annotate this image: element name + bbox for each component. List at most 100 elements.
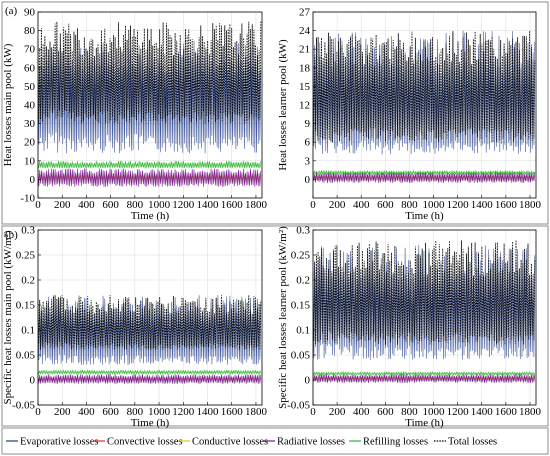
legend-item-radiative: Radiative losses — [263, 437, 345, 448]
y-tick-label: 0.2 — [296, 275, 310, 287]
x-tick-label: 200 — [54, 199, 71, 211]
y-tick-label: 0.2 — [21, 275, 35, 287]
x-tick-label: 200 — [329, 406, 346, 418]
x-axis-label: Time (h) — [405, 210, 444, 222]
y-tick-label: -0.05 — [287, 400, 310, 412]
x-tick-label: 200 — [329, 199, 346, 211]
plot-area — [37, 21, 262, 187]
series-line-radiative — [312, 373, 536, 384]
legend-label: Convective losses — [107, 437, 183, 448]
x-tick-label: 1000 — [148, 406, 171, 418]
series-line-radiative — [37, 168, 262, 187]
plot-frame — [37, 229, 263, 406]
y-axis-label: Heat losses main pool (kW) — [2, 43, 14, 166]
series-line-refilling — [312, 169, 536, 176]
x-tick-label: 1200 — [447, 199, 470, 211]
x-tick-label: 600 — [102, 406, 119, 418]
chart-3: 0 200 400 600 800 1000 1200 1400 1600 1800-0.0500… — [2, 225, 267, 430]
x-tick-label: 800 — [401, 406, 418, 418]
series-line-total — [37, 21, 262, 124]
y-axis-label: Specific heat losses learner pool (kW/m²… — [277, 226, 289, 409]
panel-label-b: (b) — [5, 229, 18, 241]
y-tick-label: 0.3 — [296, 225, 310, 237]
x-tick-label: 0 — [310, 199, 316, 211]
y-tick-label: 0.05 — [16, 350, 36, 362]
legend-label: Refilling losses — [363, 437, 428, 448]
y-tick-label: 21 — [299, 44, 310, 56]
series-line-total — [312, 30, 536, 143]
x-tick-label: 1600 — [495, 199, 518, 211]
y-tick-label: 12 — [299, 100, 310, 112]
y-tick-label: 90 — [24, 7, 36, 19]
y-tick-label: 18 — [299, 62, 311, 74]
y-tick-label: 50 — [24, 81, 36, 93]
y-tick-label: 3 — [305, 155, 311, 167]
x-tick-label: 1400 — [471, 199, 494, 211]
x-tick-label: 1000 — [148, 199, 171, 211]
x-tick-label: 1400 — [197, 406, 220, 418]
y-tick-label: 80 — [24, 25, 36, 37]
legend-label: Conductive losses — [192, 437, 268, 448]
y-tick-label: 60 — [24, 62, 36, 74]
series-line-total — [312, 240, 536, 345]
x-tick-label: 400 — [353, 406, 370, 418]
legend-label: Total losses — [448, 437, 497, 448]
panel-b-border — [1, 225, 549, 427]
legend-item-conductive: Conductive losses — [178, 437, 268, 448]
y-tick-label: 0.1 — [21, 325, 35, 337]
y-tick-label: 10 — [24, 155, 36, 167]
series-line-radiative — [37, 373, 262, 385]
x-tick-label: 1400 — [197, 199, 220, 211]
x-tick-label: 400 — [78, 199, 95, 211]
series-line-total — [37, 295, 262, 351]
x-tick-label: 1000 — [423, 199, 446, 211]
series-line-refilling — [37, 369, 262, 376]
y-axis-label: Specific heat losses main pool (kW/m²) — [2, 230, 14, 404]
y-tick-label: 9 — [305, 118, 311, 130]
x-tick-label: 1800 — [245, 406, 268, 418]
y-tick-label: 6 — [305, 137, 311, 149]
y-tick-label: 0 — [30, 174, 36, 186]
x-tick-label: 1600 — [221, 199, 244, 211]
series-line-refilling — [312, 370, 536, 377]
plot-area — [312, 240, 536, 384]
chart-1: 0 200 400 600 800 1000 1200 1400 1600 1800-100102… — [2, 7, 267, 223]
y-tick-label: 27 — [299, 7, 311, 19]
charts-layer: 0 200 400 600 800 1000 1200 1400 1600 1800-100102… — [2, 7, 541, 430]
y-tick-label: 0.1 — [296, 325, 310, 337]
x-axis-label: Time (h) — [131, 417, 170, 429]
x-tick-label: 400 — [78, 406, 95, 418]
y-tick-label: 0.25 — [291, 250, 311, 262]
panel-a-border — [1, 1, 549, 225]
y-tick-label: 0.15 — [291, 300, 311, 312]
x-tick-label: 1600 — [221, 406, 244, 418]
plot-frame — [312, 229, 537, 406]
y-tick-label: 30 — [24, 118, 36, 130]
legend-label: Evaporative losses — [20, 437, 98, 448]
legend-item-evaporative: Evaporative losses — [6, 437, 98, 448]
y-tick-label: -0.05 — [12, 400, 35, 412]
x-tick-label: 200 — [54, 406, 71, 418]
legend-item-refilling: Refilling losses — [349, 437, 428, 448]
x-tick-label: 800 — [127, 406, 144, 418]
y-tick-label: 0.25 — [16, 250, 36, 262]
x-tick-label: 0 — [35, 406, 41, 418]
x-axis-label: Time (h) — [131, 210, 170, 222]
x-axis-label: Time (h) — [405, 417, 444, 429]
legend-item-total: Total losses — [434, 437, 497, 448]
x-tick-label: 1800 — [519, 199, 542, 211]
x-tick-label: 0 — [310, 406, 316, 418]
panel-label-a: (a) — [5, 5, 18, 17]
series-line-refilling — [37, 160, 262, 169]
x-tick-label: 1800 — [245, 199, 268, 211]
chart-4: 0 200 400 600 800 1000 1200 1400 1600 1800-0.0500… — [277, 225, 541, 430]
x-tick-label: 400 — [353, 199, 370, 211]
y-tick-label: 24 — [299, 25, 311, 37]
y-tick-label: 70 — [24, 44, 36, 56]
y-tick-label: 0.15 — [16, 300, 36, 312]
x-tick-label: 1200 — [172, 406, 195, 418]
x-tick-label: 1400 — [471, 406, 494, 418]
y-axis-label: Heat losses learner pool (kW) — [277, 39, 289, 171]
x-tick-label: 600 — [377, 199, 394, 211]
